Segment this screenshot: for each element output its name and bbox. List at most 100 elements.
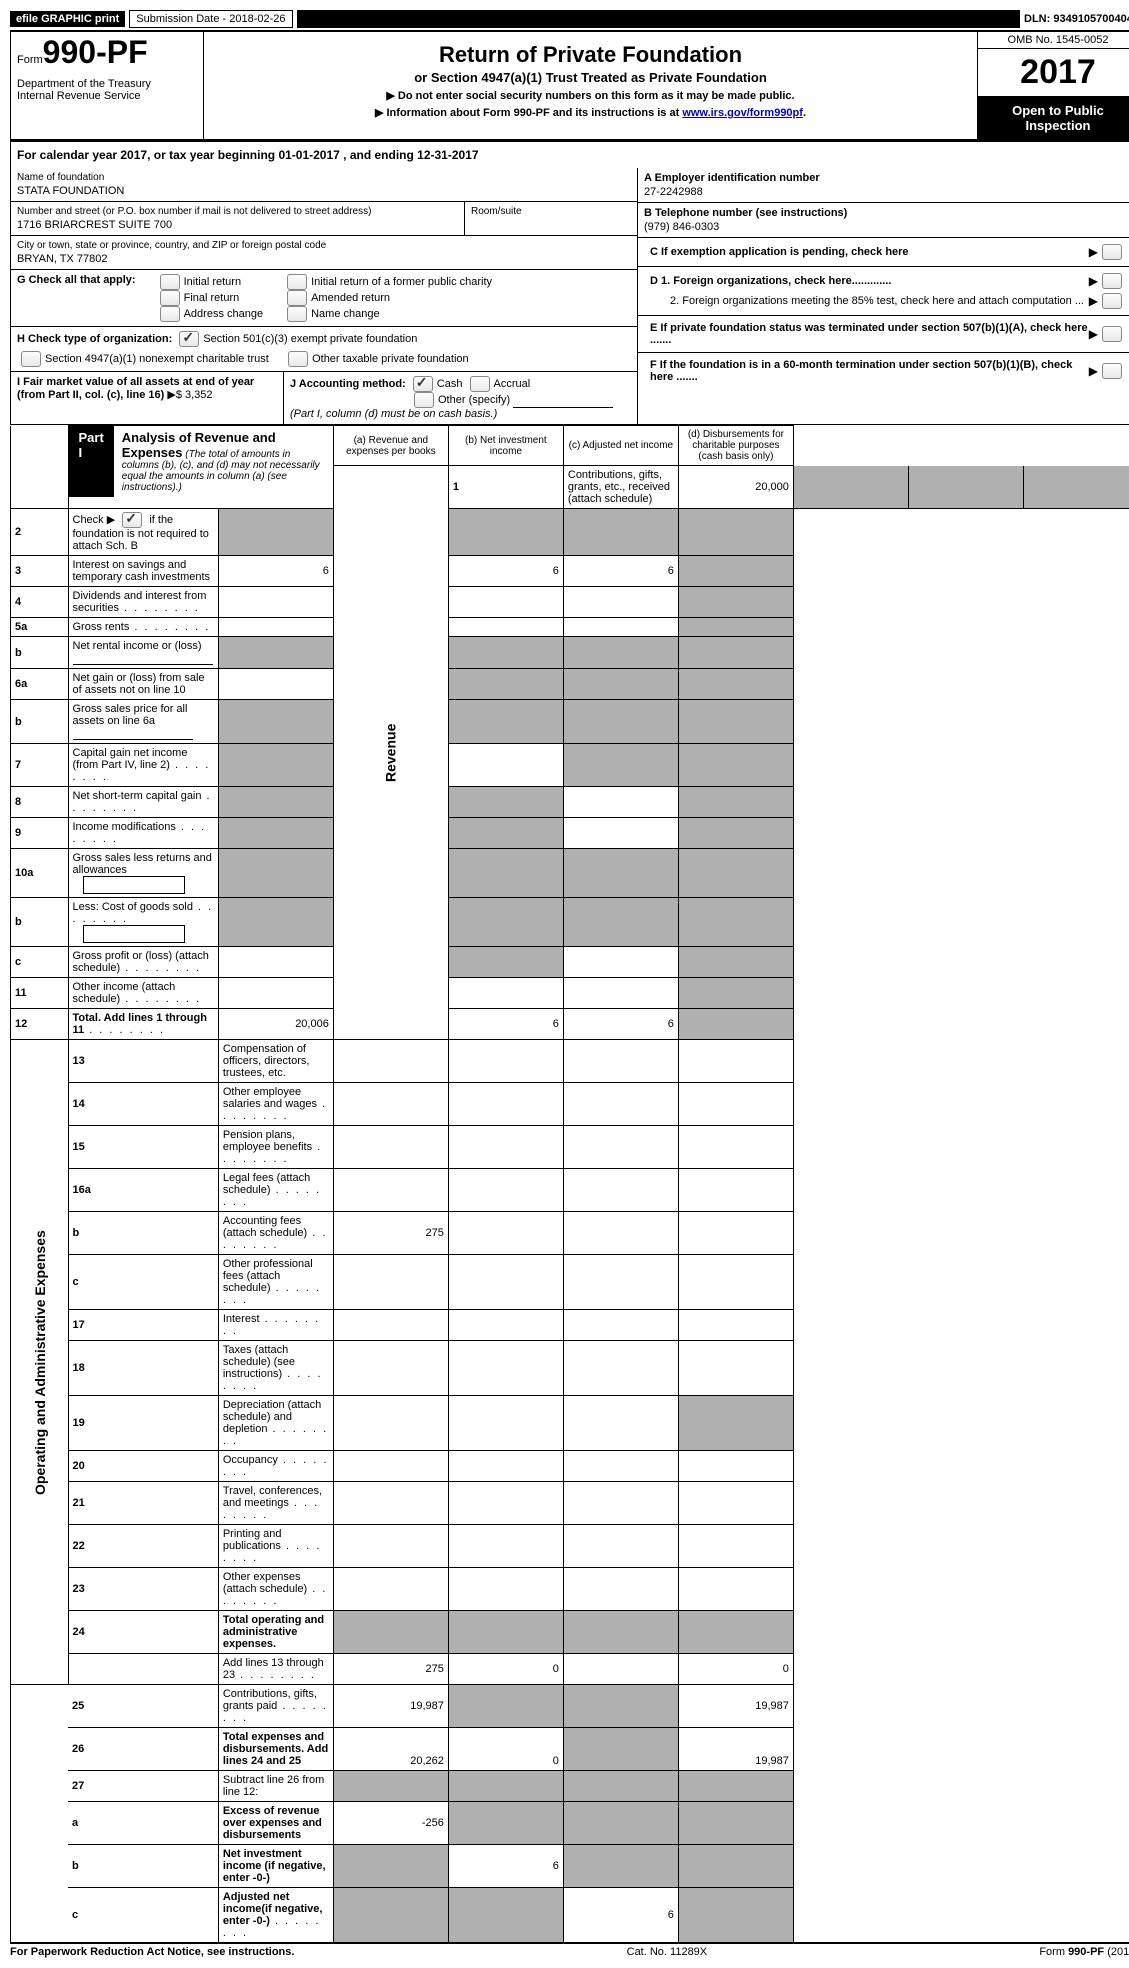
c-cell: C If exemption application is pending, c… [638,238,1129,267]
name-cell: Name of foundation STATA FOUNDATION [11,168,637,202]
j-note: (Part I, column (d) must be on cash basi… [290,408,631,420]
col-d-header: (d) Disbursements for charitable purpose… [678,426,793,466]
efile-tag: efile GRAPHIC print [10,11,125,27]
irs-link[interactable]: www.irs.gov/form990pf [682,107,803,119]
e-cell: E If private foundation status was termi… [638,316,1129,353]
g-section: G Check all that apply: Initial return F… [11,270,637,326]
form-subtitle: or Section 4947(a)(1) Trust Treated as P… [210,70,971,85]
row-6b: bGross sales price for all assets on lin… [11,700,1129,744]
row-7: 7Capital gain net income (from Part IV, … [11,744,1129,787]
row-5a: 5aGross rents [11,618,1129,637]
header-left: Form990-PF Department of the Treasury In… [11,32,204,139]
header-center: Return of Private Foundation or Section … [204,32,977,139]
row-27: 27Subtract line 26 from line 12: [11,1771,1129,1802]
entity-info: Name of foundation STATA FOUNDATION Numb… [10,168,1129,425]
row-16c: cOther professional fees (attach schedul… [11,1255,1129,1310]
entity-right: A Employer identification number 27-2242… [637,168,1129,424]
row-10c: cGross profit or (loss) (attach schedule… [11,947,1129,978]
row-20: 20Occupancy [11,1451,1129,1482]
row-27a: aExcess of revenue over expenses and dis… [11,1802,1129,1845]
form-header: Form990-PF Department of the Treasury In… [10,30,1129,140]
address-row: Number and street (or P.O. box number if… [11,202,637,236]
h-section: H Check type of organization: Section 50… [11,326,637,371]
street-address: 1716 BRIARCREST SUITE 700 [17,219,458,231]
checkbox-d1[interactable] [1102,273,1122,289]
footer: For Paperwork Reduction Act Notice, see … [10,1943,1129,1958]
col-b-header: (b) Net investment income [448,426,563,466]
checkbox-other-method[interactable] [414,392,434,408]
submission-date: Submission Date - 2018-02-26 [129,10,292,28]
row-26: 26Total expenses and disbursements. Add … [11,1728,1129,1771]
checkbox-d2[interactable] [1102,293,1122,309]
row-11: 11Other income (attach schedule) [11,978,1129,1009]
row-21: 21Travel, conferences, and meetings [11,1482,1129,1525]
row-18: 18Taxes (attach schedule) (see instructi… [11,1341,1129,1396]
warn-2: ▶ Information about Form 990-PF and its … [210,106,971,119]
row-9: 9Income modifications [11,818,1129,849]
col-c-header: (c) Adjusted net income [563,426,678,466]
checkbox-501c3[interactable] [179,331,199,347]
footer-mid: Cat. No. 11289X [627,1946,708,1958]
checkbox-initial-former[interactable] [287,274,307,290]
open-inspection: Open to Public Inspection [978,97,1129,139]
ein-cell: A Employer identification number 27-2242… [638,168,1129,203]
row-6a: 6aNet gain or (loss) from sale of assets… [11,669,1129,700]
d-cell: D 1. Foreign organizations, check here..… [638,267,1129,316]
omb-number: OMB No. 1545-0052 [978,32,1129,49]
city-state-zip: BRYAN, TX 77802 [17,253,631,265]
row-8: 8Net short-term capital gain [11,787,1129,818]
checkbox-address-change[interactable] [160,306,180,322]
row-27b: bNet investment income (if negative, ent… [11,1845,1129,1888]
row-3: 3Interest on savings and temporary cash … [11,556,1129,587]
row-22: 22Printing and publications [11,1525,1129,1568]
tel-value: (979) 846-0303 [644,221,1129,233]
row-27c: cAdjusted net income(if negative, enter … [11,1888,1129,1943]
checkbox-accrual[interactable] [470,376,490,392]
checkbox-4947a1[interactable] [21,351,41,367]
row-24b: Add lines 13 through 23 27500 [11,1654,1129,1685]
row-24: 24Total operating and administrative exp… [11,1611,1129,1654]
checkbox-amended[interactable] [287,290,307,306]
part1-label: Part I [69,426,114,497]
row-13: Operating and Administrative Expenses 13… [11,1040,1129,1083]
warn-1: ▶ Do not enter social security numbers o… [210,89,971,102]
row-23: 23Other expenses (attach schedule) [11,1568,1129,1611]
checkbox-initial-return[interactable] [160,274,180,290]
row-2: 2Check ▶ if the foundation is not requir… [11,509,1129,556]
row-16b: bAccounting fees (attach schedule) 275 [11,1212,1129,1255]
fair-market-value: ▶$ 3,352 [167,389,212,401]
footer-right: Form 990-PF (2017) [1039,1946,1129,1958]
row-10a: 10aGross sales less returns and allowanc… [11,849,1129,898]
dept-treasury: Department of the Treasury [17,78,197,90]
row-12: 12Total. Add lines 1 through 11 20,00666 [11,1009,1129,1040]
row-5b: bNet rental income or (loss) [11,637,1129,669]
checkbox-c[interactable] [1102,244,1122,260]
ein-value: 27-2242988 [644,186,1129,198]
expenses-label: Operating and Administrative Expenses [11,1040,69,1685]
checkbox-name-change[interactable] [287,306,307,322]
checkbox-schb[interactable] [122,512,142,528]
checkbox-other-taxable[interactable] [288,351,308,367]
row-10b: bLess: Cost of goods sold [11,898,1129,947]
ij-row: I Fair market value of all assets at end… [11,371,637,424]
footer-left: For Paperwork Reduction Act Notice, see … [10,1946,294,1958]
foundation-name: STATA FOUNDATION [17,185,631,197]
row-14: 14Other employee salaries and wages [11,1083,1129,1126]
part1-table: Part I Analysis of Revenue and Expenses … [10,425,1129,1943]
form-title: Return of Private Foundation [210,42,971,68]
row-17: 17Interest [11,1310,1129,1341]
checkbox-final-return[interactable] [160,290,180,306]
entity-left: Name of foundation STATA FOUNDATION Numb… [11,168,637,424]
tax-year: 2017 [978,49,1129,97]
city-cell: City or town, state or province, country… [11,236,637,270]
row-25: 25Contributions, gifts, grants paid 19,9… [11,1685,1129,1728]
tel-cell: B Telephone number (see instructions) (9… [638,203,1129,238]
checkbox-e[interactable] [1102,326,1122,342]
row-15: 15Pension plans, employee benefits [11,1126,1129,1169]
checkbox-f[interactable] [1102,363,1122,379]
form-number: 990-PF [43,34,148,70]
checkbox-cash[interactable] [413,376,433,392]
spacer-bar [297,10,1021,28]
revenue-label: Revenue [333,466,448,1040]
form-prefix: Form [17,54,43,66]
